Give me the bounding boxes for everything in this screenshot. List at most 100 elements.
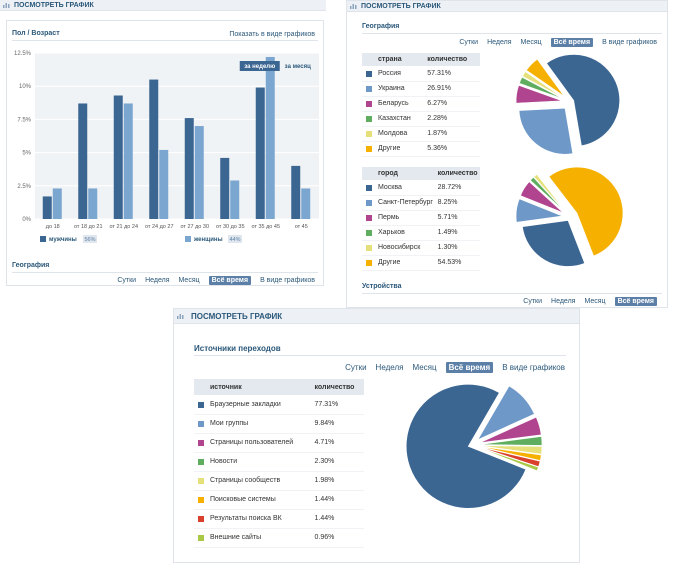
- sources-pie-chart: [405, 384, 543, 509]
- tab-week[interactable]: Неделя: [487, 39, 512, 46]
- pie-slice: [548, 166, 624, 257]
- tab-all-time[interactable]: Всё время: [614, 297, 657, 306]
- tab-all-time[interactable]: Всё время: [208, 276, 252, 285]
- bar-male: [255, 87, 265, 219]
- x-tick-label: до 18: [46, 224, 60, 230]
- color-swatch: [366, 184, 372, 191]
- pie-slice: [405, 384, 527, 509]
- tab-all-time[interactable]: Всё время: [550, 38, 594, 47]
- column-header: страна: [362, 53, 426, 66]
- divider: [12, 40, 318, 41]
- pie-slice: [522, 71, 564, 99]
- bar-male: [42, 196, 52, 219]
- pie-slice: [526, 58, 565, 97]
- table-header-row: город количество: [362, 167, 480, 180]
- table-row: Харьков 1.49%: [362, 225, 480, 241]
- tab-day[interactable]: Сутки: [523, 298, 543, 305]
- city-table: город количество Москва 28.72% Санкт-Петербу…: [362, 167, 480, 271]
- panel-header-label: ПОСМОТРЕТЬ ГРАФИК: [14, 2, 94, 9]
- color-swatch: [366, 200, 372, 206]
- column-header: город: [362, 167, 436, 180]
- tab-month[interactable]: Месяц: [412, 363, 437, 372]
- color-swatch: [366, 131, 372, 137]
- column-header: количество: [425, 53, 480, 66]
- y-tick-label: 12.5%: [14, 51, 32, 57]
- tab-as-graphs[interactable]: В виде графиков: [502, 363, 565, 372]
- table-row: Пермь 5.71%: [362, 210, 480, 226]
- chart-icon: [3, 3, 10, 8]
- tab-day[interactable]: Сутки: [345, 363, 367, 372]
- bar-female: [52, 188, 62, 219]
- row-name: Внешние сайты: [194, 528, 313, 548]
- row-value: 0.96%: [312, 528, 364, 548]
- row-name: Пермь: [362, 210, 436, 226]
- pie-slice: [479, 446, 541, 468]
- callout-month-label: за месяц: [285, 64, 311, 70]
- panel-header[interactable]: ПОСМОТРЕТЬ ГРАФИК: [347, 1, 667, 12]
- divider: [362, 293, 662, 294]
- pie-slice: [533, 173, 566, 212]
- x-tick-label: от 35 до 45: [251, 224, 280, 230]
- source-table: источник количество Браузерные закладки 77.…: [194, 379, 364, 548]
- color-swatch: [366, 245, 372, 251]
- tab-day[interactable]: Сутки: [117, 277, 137, 284]
- row-value: 6.27%: [425, 96, 480, 112]
- row-value: 57.31%: [425, 66, 480, 82]
- tab-month[interactable]: Месяц: [178, 277, 200, 284]
- tab-all-time[interactable]: Всё время: [445, 362, 494, 373]
- y-tick-label: 2.5%: [17, 184, 31, 190]
- pie-slice: [546, 54, 620, 147]
- row-name: Молдова: [362, 126, 426, 142]
- tab-week[interactable]: Неделя: [375, 363, 404, 372]
- panel-traffic-sources: ПОСМОТРЕТЬ ГРАФИК Источники переходов Су…: [173, 308, 580, 563]
- tab-day[interactable]: Сутки: [459, 39, 479, 46]
- x-tick-label: от 45: [295, 224, 308, 230]
- row-name: Мои группы: [194, 414, 313, 434]
- country-table: страна количество Россия 57.31% Украина 26.91…: [362, 53, 480, 157]
- bar-female: [265, 56, 275, 219]
- color-swatch: [366, 101, 372, 107]
- pie-slice: [479, 436, 543, 446]
- panel-header-label: ПОСМОТРЕТЬ ГРАФИК: [361, 3, 441, 10]
- tab-week[interactable]: Неделя: [145, 277, 170, 284]
- row-value: 1.44%: [312, 490, 364, 510]
- color-swatch: [198, 459, 204, 465]
- table-row: Мои группы 9.84%: [194, 414, 364, 434]
- row-value: 1.30%: [435, 240, 480, 256]
- callout-week: [239, 61, 280, 71]
- city-pie-chart: [515, 166, 624, 267]
- x-tick-label: от 24 до 27: [145, 224, 174, 230]
- row-value: 4.71%: [312, 433, 364, 453]
- row-value: 8.25%: [435, 195, 480, 211]
- panel-header[interactable]: ПОСМОТРЕТЬ ГРАФИК: [174, 309, 579, 324]
- tab-month[interactable]: Месяц: [584, 298, 606, 305]
- pie-slice: [479, 416, 542, 444]
- panel-header[interactable]: ПОСМОТРЕТЬ ГРАФИК: [0, 0, 326, 11]
- show-graphs-link[interactable]: Показать в виде графиков: [229, 31, 315, 38]
- tab-week[interactable]: Неделя: [551, 298, 576, 305]
- table-row: Санкт-Петербург 8.25%: [362, 195, 480, 211]
- table-header-row: страна количество: [362, 53, 480, 66]
- table-row: Другие 5.36%: [362, 141, 480, 157]
- table-row: Россия 57.31%: [362, 66, 480, 82]
- pie-slice: [479, 445, 543, 455]
- bar-male: [220, 157, 230, 219]
- table-row: Украина 26.91%: [362, 81, 480, 97]
- tab-month[interactable]: Месяц: [520, 39, 542, 46]
- pie-slice: [515, 198, 564, 223]
- color-swatch: [366, 86, 372, 92]
- color-swatch: [198, 401, 204, 408]
- tab-as-graphs[interactable]: В виде графиков: [260, 277, 315, 284]
- plot-area: [35, 53, 319, 219]
- column-header: источник: [194, 379, 313, 395]
- legend-pct-badge: [228, 235, 242, 243]
- x-tick-label: от 18 до 21: [74, 224, 103, 230]
- bar-male: [149, 79, 159, 219]
- row-name: Другие: [362, 141, 426, 157]
- color-swatch: [198, 478, 204, 484]
- bar-male: [113, 95, 123, 219]
- row-value: 77.31%: [312, 395, 364, 415]
- row-name: Новосибирск: [362, 240, 436, 256]
- country-pie-chart: [515, 54, 620, 155]
- tab-as-graphs[interactable]: В виде графиков: [602, 39, 657, 46]
